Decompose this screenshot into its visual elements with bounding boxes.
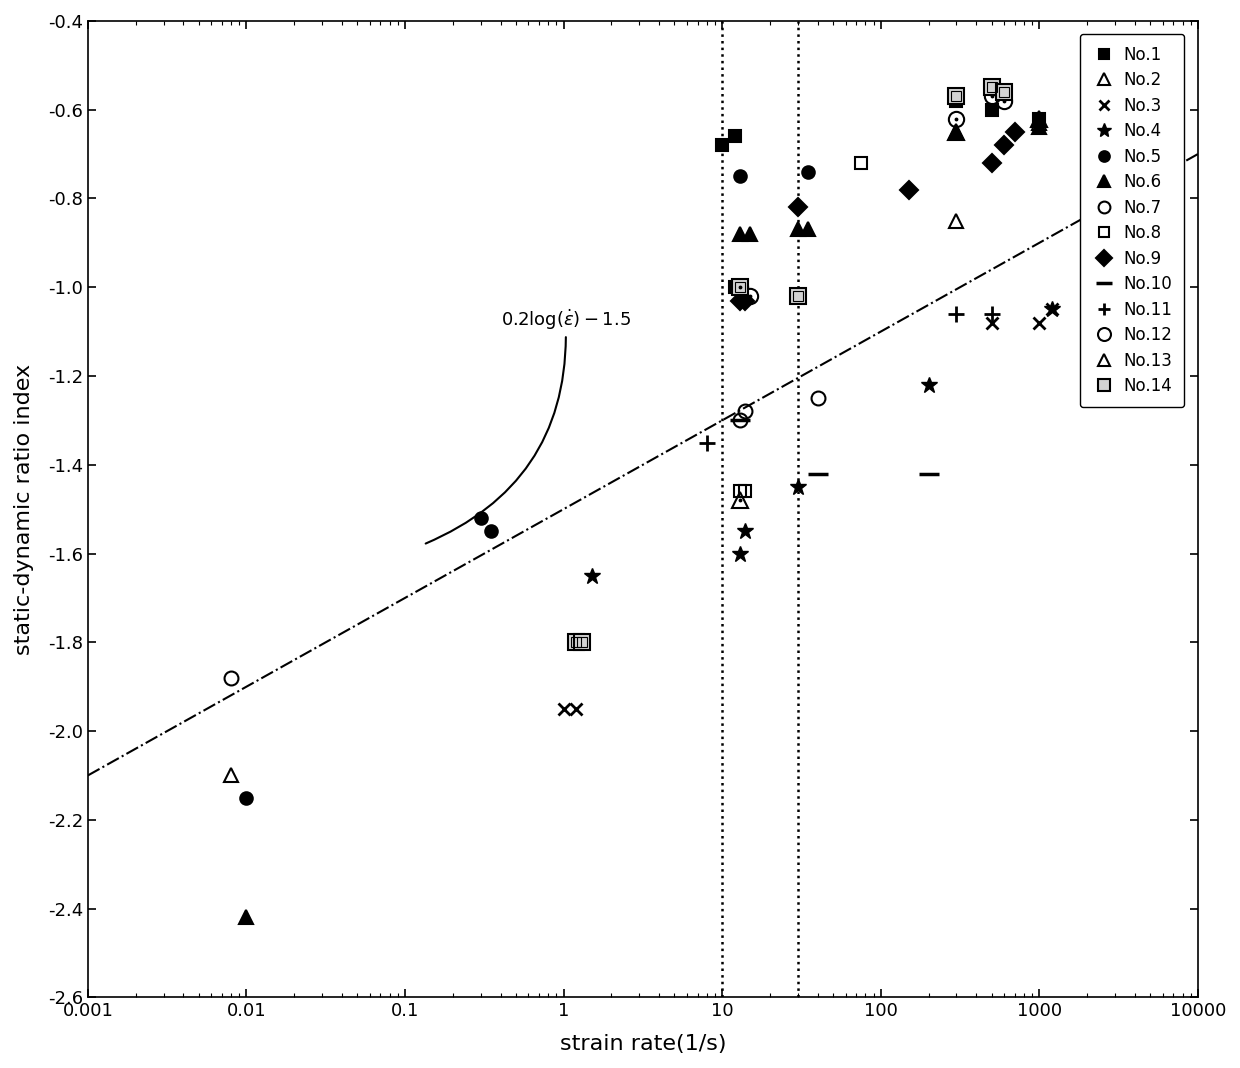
Y-axis label: static-dynamic ratio index: static-dynamic ratio index [14, 363, 33, 655]
X-axis label: strain rate(1/s): strain rate(1/s) [559, 1034, 727, 1054]
Text: $0.2\log(\dot{\varepsilon})-1.5$: $0.2\log(\dot{\varepsilon})-1.5$ [425, 308, 630, 544]
Legend: No.1, No.2, No.3, No.4, No.5, No.6, No.7, No.8, No.9, No.10, No.11, No.12, No.13: No.1, No.2, No.3, No.4, No.5, No.6, No.7… [1080, 34, 1184, 407]
